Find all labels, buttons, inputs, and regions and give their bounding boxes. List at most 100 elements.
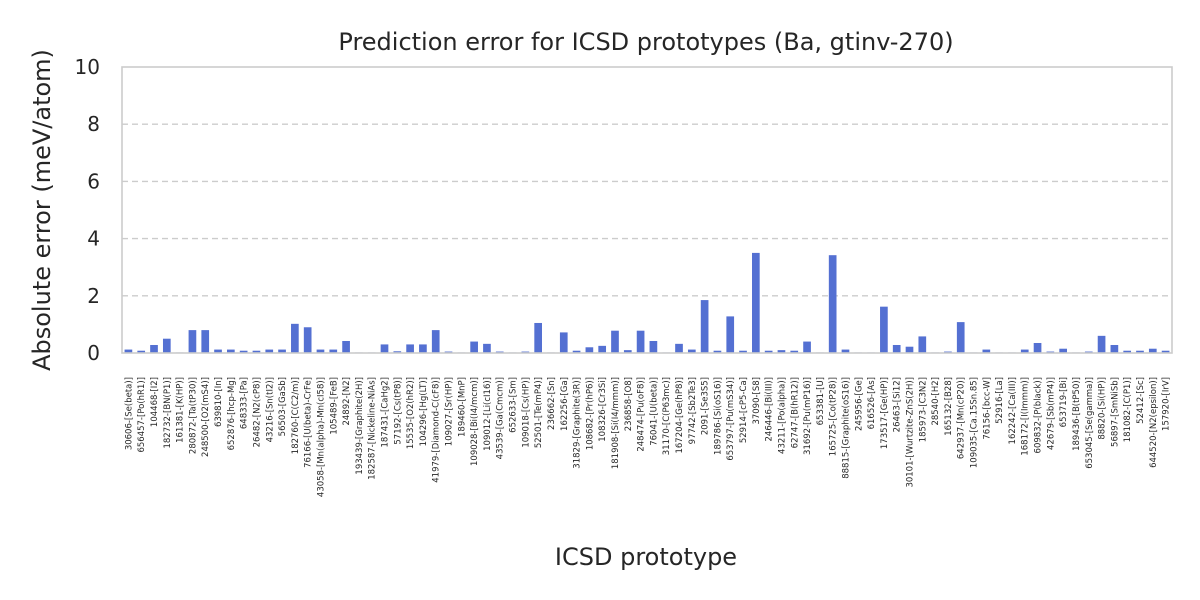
x-tick-label: 52916-[La] — [995, 377, 1005, 424]
x-tick-label: 56897-[SmNiSb] — [1110, 377, 1120, 447]
bar — [880, 306, 888, 353]
x-tick-label: 653045-[Se(gamma)] — [1085, 377, 1095, 469]
bar — [623, 350, 632, 353]
x-tick-label: 653381-[U] — [816, 377, 826, 425]
bar — [777, 350, 786, 353]
x-tick-label: 187431-[CaHg2] — [381, 377, 391, 448]
bar — [649, 340, 658, 353]
x-tick-label: 181082-[C(P1)] — [1123, 377, 1133, 442]
x-tick-label: 652633-[Sm] — [509, 377, 519, 433]
y-tick-label: 4 — [87, 227, 100, 251]
bar — [1136, 350, 1144, 353]
x-tick-label: 280872-[Ta(tP30)] — [188, 377, 198, 454]
x-tick-labels: 30606-[Se(beta)] 656457-[Po(hR1)] 104468-[… — [124, 377, 1171, 497]
x-tick-label: 43058-[Mn(alpha)-Mn(cI58)] — [316, 377, 326, 497]
x-tick-label: 30101-[Wurtzite-ZnS(2H)] — [906, 377, 916, 488]
bar — [278, 349, 286, 353]
bar — [598, 345, 607, 353]
bar — [483, 343, 491, 353]
x-tick-label: 652876-[hcp-Mg] — [227, 377, 237, 450]
x-tick-label: 248474-[Pu(oF8)] — [637, 377, 647, 452]
x-tick-label: 109027-[Sr(HP)] — [445, 377, 455, 446]
x-tick-label: 42679-[Sb(mP4)] — [1046, 377, 1056, 450]
bar — [252, 350, 261, 353]
x-tick-label: 182732-[BN(P1)] — [163, 377, 173, 449]
bar — [956, 322, 965, 353]
x-tick-label: 15535-[O2(hR2)] — [406, 377, 416, 449]
bar — [918, 336, 927, 353]
bar — [1020, 349, 1029, 353]
bar — [1161, 350, 1170, 353]
bar — [393, 351, 402, 353]
x-tick-label: 189436-[B(tP50)] — [1072, 377, 1082, 451]
plot-frame — [121, 66, 1173, 354]
bar — [982, 349, 991, 353]
x-tick-label: 616526-[As] — [867, 377, 877, 429]
y-tick-label: 10 — [75, 55, 100, 79]
bar — [687, 349, 696, 353]
x-tick-label: 165725-[Co(tP28)] — [829, 377, 839, 456]
x-tick-label: 52501-[Te(mP4)] — [534, 377, 544, 448]
bar — [124, 349, 133, 353]
x-tick-label: 56503-[GaSb] — [278, 377, 288, 436]
x-tick-label: 43211-[Po(alpha)] — [777, 377, 787, 454]
x-tick-label: 157920-[IrV] — [1162, 377, 1172, 431]
x-axis-label: ICSD prototype — [555, 543, 737, 571]
y-tick-label: 2 — [87, 284, 100, 308]
x-tick-label: 246446-[Bi(III)] — [765, 377, 775, 442]
bar — [150, 344, 158, 353]
x-tick-label: 181908-[Si(I4/mmm)] — [611, 377, 621, 469]
x-tick-label: 248500-[O2(mS4)] — [201, 377, 211, 457]
x-tick-label: 52914-[cP5-Ca] — [739, 377, 749, 443]
x-tick-label: 104296-[Hg(LT)] — [419, 377, 429, 446]
bar — [828, 255, 837, 353]
bar — [214, 349, 222, 353]
x-tick-label: 168172-[I(Immm)] — [1021, 377, 1031, 456]
bar — [675, 343, 683, 353]
x-tick-label: 236662-[Sn] — [547, 377, 557, 430]
bar-series — [124, 252, 1170, 353]
y-tick-label: 8 — [87, 112, 100, 136]
grid-lines — [122, 123, 1172, 297]
bar — [841, 349, 850, 353]
bar — [227, 349, 235, 353]
y-tick-labels: 0 2 4 6 8 10 — [75, 55, 100, 365]
bar — [572, 350, 581, 353]
x-tick-label: 189786-[Si(oS16)] — [713, 377, 723, 455]
x-tick-label: 52412-[Sc] — [1136, 377, 1146, 424]
x-tick-label: 31829-[Graphite(3R)] — [573, 377, 583, 469]
bar — [329, 349, 338, 353]
x-tick-label: 62747-[B(hR12)] — [790, 377, 800, 448]
bar — [137, 350, 146, 353]
bar — [201, 330, 210, 353]
x-tick-label: 656457-[Po(hR1)] — [137, 377, 147, 453]
bar — [559, 332, 568, 353]
x-tick-label: 109012-[Li(cI16)] — [483, 377, 493, 451]
x-tick-label: 26463-[Si12] — [893, 377, 903, 432]
bar — [342, 340, 350, 353]
x-tick-label: 182760-[C(C2/m)] — [291, 377, 301, 454]
x-tick-label: 245956-[Ge] — [854, 377, 864, 431]
bar — [431, 330, 440, 353]
x-tick-label: 644520-[N2(epsilon)] — [1149, 377, 1159, 468]
bar — [162, 338, 171, 353]
x-tick-label: 88815-[Graphite(oS16)] — [841, 377, 851, 479]
bar — [419, 344, 427, 353]
x-tick-label: 161381-[K(HP)] — [176, 377, 186, 443]
bar — [1059, 348, 1067, 353]
bar — [790, 350, 799, 353]
x-tick-label: 28540-[H2] — [931, 377, 941, 426]
x-tick-label: 31170-[C(P63mc)] — [662, 377, 672, 455]
bar — [585, 347, 594, 353]
x-tick-label: 43539-[Ga(Cmcm)] — [496, 377, 506, 459]
bar — [1097, 335, 1106, 353]
bar — [291, 323, 299, 353]
x-tick-label: 109035-[Ca.15Sn.85] — [970, 377, 980, 468]
bar — [1033, 342, 1042, 353]
x-tick-label: 609832-[P(black)] — [1034, 377, 1044, 453]
x-tick-label: 653719-[Bi] — [1059, 377, 1069, 427]
x-tick-label: 653797-[Pu(mS34)] — [726, 377, 736, 461]
bar — [700, 300, 709, 353]
x-tick-label: 236858-[O8] — [624, 377, 634, 431]
